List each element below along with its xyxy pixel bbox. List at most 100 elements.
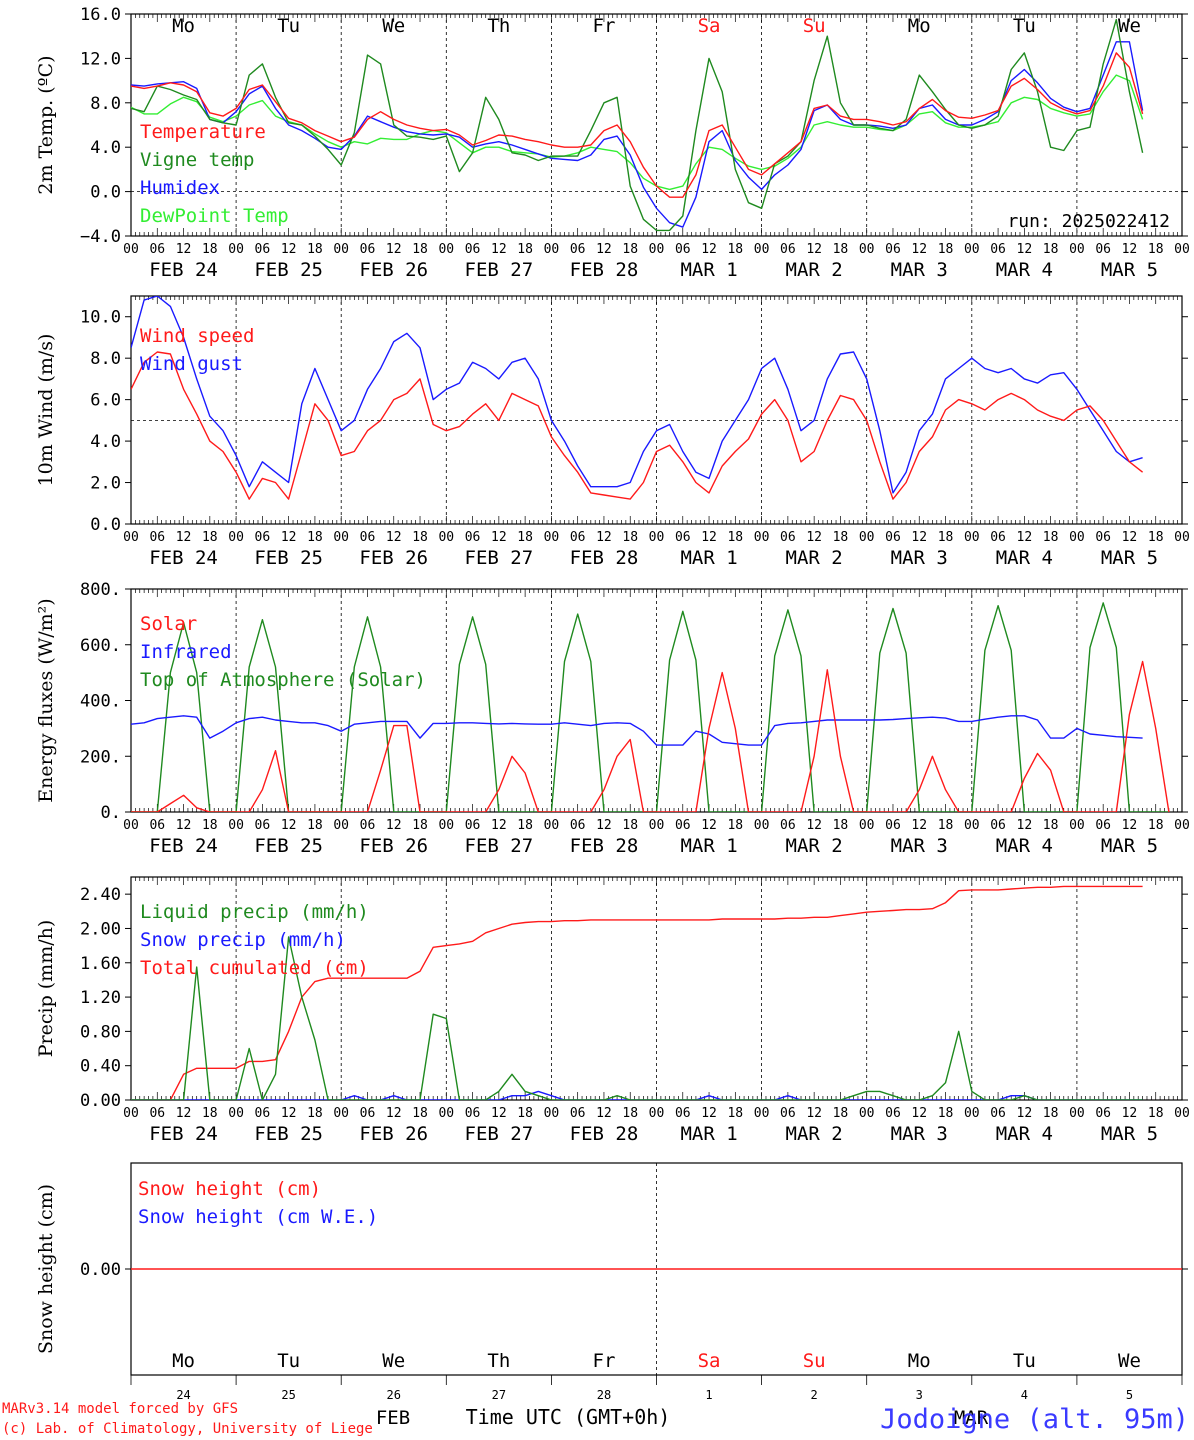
- hour-tick-label: 12: [386, 530, 402, 545]
- y-tick-label: 0.: [101, 803, 121, 823]
- weekday-label: Th: [487, 1350, 510, 1372]
- legend-entry: Snow height (cm W.E.): [138, 1206, 378, 1228]
- run-annotation: run: 2025022412: [1007, 211, 1170, 232]
- legend-entry: Top of Atmosphere (Solar): [140, 669, 426, 691]
- hour-tick-label: 06: [990, 1106, 1006, 1121]
- hour-tick-label: 06: [570, 1106, 586, 1121]
- hour-tick-label: 00: [544, 818, 560, 833]
- y-tick-label: 2.40: [80, 885, 121, 905]
- day-label: FEB 27: [465, 547, 534, 569]
- hour-tick-label: 06: [255, 818, 271, 833]
- hour-tick-label: 18: [517, 1106, 533, 1121]
- day-label: FEB 28: [570, 1123, 639, 1145]
- panels-layer: 00 06 12 18 00 06 12 18 00 06 12 18 00 06 12 18 00 06 12 18…: [35, 5, 1190, 1429]
- hour-tick-label: 06: [990, 242, 1006, 257]
- legend-entry: Snow height (cm): [138, 1178, 321, 1200]
- hour-tick-label: 12: [701, 818, 717, 833]
- hour-tick-label: 06: [465, 1106, 481, 1121]
- legend-entry: Liquid precip (mm/h): [140, 901, 369, 923]
- hour-tick-label: 12: [281, 530, 297, 545]
- bottom-day-number: 1: [705, 1388, 712, 1402]
- hour-tick-label: 18: [202, 818, 218, 833]
- hour-tick-label: 00: [964, 530, 980, 545]
- hour-tick-label: 06: [360, 530, 376, 545]
- hour-tick-label: 12: [806, 242, 822, 257]
- hour-tick-label: 06: [255, 1106, 271, 1121]
- hour-tick-label: 12: [281, 1106, 297, 1121]
- hour-tick-label: 00: [1174, 818, 1190, 833]
- day-label: FEB 24: [149, 1123, 218, 1145]
- series-line-humidex: [131, 41, 1144, 228]
- hour-tick-label: 12: [596, 242, 612, 257]
- hour-tick-label: 12: [596, 818, 612, 833]
- series-line-infrared: [131, 715, 1143, 746]
- hour-tick-label: 00: [964, 818, 980, 833]
- weekday-label: Sa: [698, 15, 721, 37]
- hour-tick-label: 00: [859, 818, 875, 833]
- month-label-feb: FEB: [376, 1407, 410, 1429]
- hour-tick-label: 00: [544, 1106, 560, 1121]
- hour-tick-label: 12: [806, 818, 822, 833]
- hour-tick-label: 12: [176, 818, 192, 833]
- legend-entry: Wind gust: [140, 353, 243, 375]
- series-line-wind-speed: [131, 351, 1144, 500]
- hour-tick-label: 00: [859, 1106, 875, 1121]
- day-label: FEB 25: [254, 835, 323, 857]
- hour-tick-label: 12: [491, 242, 507, 257]
- y-tick-label: 0.00: [80, 1260, 121, 1280]
- hour-tick-label: 00: [228, 818, 244, 833]
- hour-tick-label: 06: [255, 530, 271, 545]
- hour-tick-label: 00: [438, 242, 454, 257]
- hour-tick-label: 18: [622, 1106, 638, 1121]
- bottom-day-number: 4: [1021, 1388, 1028, 1402]
- hour-tick-label: 18: [1148, 1106, 1164, 1121]
- weekday-label: Tu: [1013, 15, 1036, 37]
- hour-tick-label: 12: [1017, 530, 1033, 545]
- day-label: FEB 25: [254, 1123, 323, 1145]
- hour-tick-label: 12: [1122, 818, 1138, 833]
- series-layer: [131, 18, 1144, 232]
- weekday-label: We: [1118, 1350, 1141, 1372]
- y-tick-label: 1.20: [80, 988, 121, 1008]
- panel-temperature: 00 06 12 18 00 06 12 18 00 06 12 18 00 06 12 18 00 06 12 18…: [35, 5, 1190, 281]
- day-label: FEB 26: [359, 547, 428, 569]
- legend-entry: Humidex: [140, 177, 220, 199]
- series-line-vigne-temp: [131, 18, 1144, 232]
- hour-tick-label: 18: [517, 818, 533, 833]
- day-label: MAR 4: [996, 1123, 1053, 1145]
- day-label: MAR 4: [996, 835, 1053, 857]
- day-label: FEB 26: [359, 835, 428, 857]
- day-label: MAR 1: [680, 835, 737, 857]
- hour-tick-label: 12: [806, 530, 822, 545]
- day-label: MAR 3: [891, 835, 948, 857]
- hour-tick-label: 18: [622, 530, 638, 545]
- legend-entry: Vigne temp: [140, 149, 254, 171]
- y-axis-title: Precip (mm/h): [35, 920, 57, 1058]
- hour-tick-label: 06: [675, 818, 691, 833]
- hour-tick-label: 18: [517, 530, 533, 545]
- hour-tick-label: 18: [833, 242, 849, 257]
- weekday-label: Mo: [172, 1350, 195, 1372]
- legend-entry: Total cumulated (cm): [140, 957, 369, 979]
- bottom-day-number: 24: [176, 1388, 190, 1402]
- hour-tick-label: 06: [675, 530, 691, 545]
- hour-tick-label: 06: [990, 818, 1006, 833]
- hour-tick-label: 06: [465, 530, 481, 545]
- hour-tick-label: 06: [885, 530, 901, 545]
- day-label: FEB 25: [254, 547, 323, 569]
- hour-tick-label: 18: [1043, 530, 1059, 545]
- hour-tick-label: 18: [622, 242, 638, 257]
- hour-tick-label: 18: [622, 818, 638, 833]
- y-axis-title: 2m Temp. (ºC): [35, 55, 57, 194]
- weekday-label: Sa: [698, 1350, 721, 1372]
- hour-tick-label: 00: [754, 1106, 770, 1121]
- hour-tick-label: 12: [701, 1106, 717, 1121]
- weekday-label: Su: [803, 15, 826, 37]
- day-label: FEB 24: [149, 259, 218, 281]
- y-tick-label: 0.40: [80, 1057, 121, 1077]
- hour-tick-label: 06: [1095, 818, 1111, 833]
- panel-snow: 24 25 26 27 28 1 2 3 4 5 FEB MAR Mo Tu We Th Fr Sa Su Mo Tu W…: [35, 1162, 1188, 1429]
- day-label: MAR 2: [786, 259, 843, 281]
- hour-tick-label: 06: [1095, 530, 1111, 545]
- weekday-label: Tu: [277, 15, 300, 37]
